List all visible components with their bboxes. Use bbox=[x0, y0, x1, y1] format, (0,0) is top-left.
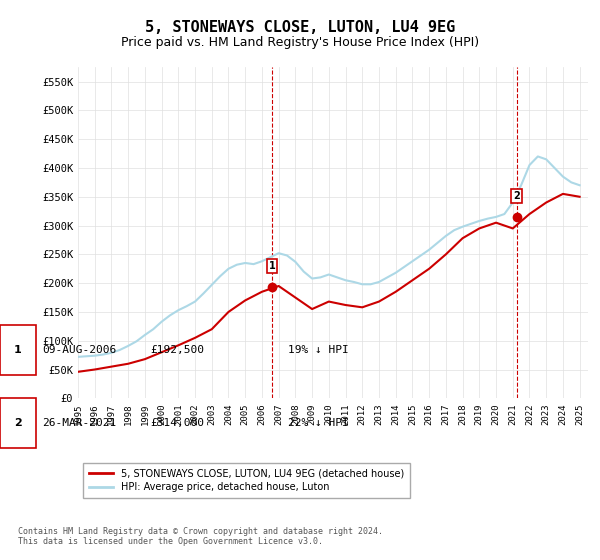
Text: Price paid vs. HM Land Registry's House Price Index (HPI): Price paid vs. HM Land Registry's House … bbox=[121, 36, 479, 49]
Text: 1: 1 bbox=[269, 262, 275, 272]
Text: £192,500: £192,500 bbox=[150, 345, 204, 355]
Text: 5, STONEWAYS CLOSE, LUTON, LU4 9EG: 5, STONEWAYS CLOSE, LUTON, LU4 9EG bbox=[145, 20, 455, 35]
Text: 09-AUG-2006: 09-AUG-2006 bbox=[42, 345, 116, 355]
Text: £314,000: £314,000 bbox=[150, 418, 204, 428]
Text: Contains HM Land Registry data © Crown copyright and database right 2024.
This d: Contains HM Land Registry data © Crown c… bbox=[18, 526, 383, 546]
Text: 2: 2 bbox=[14, 418, 22, 428]
Text: 2: 2 bbox=[513, 192, 520, 202]
Text: 22% ↓ HPI: 22% ↓ HPI bbox=[288, 418, 349, 428]
Text: 26-MAR-2021: 26-MAR-2021 bbox=[42, 418, 116, 428]
Legend: 5, STONEWAYS CLOSE, LUTON, LU4 9EG (detached house), HPI: Average price, detache: 5, STONEWAYS CLOSE, LUTON, LU4 9EG (deta… bbox=[83, 463, 410, 498]
Text: 1: 1 bbox=[14, 345, 22, 355]
Text: 19% ↓ HPI: 19% ↓ HPI bbox=[288, 345, 349, 355]
